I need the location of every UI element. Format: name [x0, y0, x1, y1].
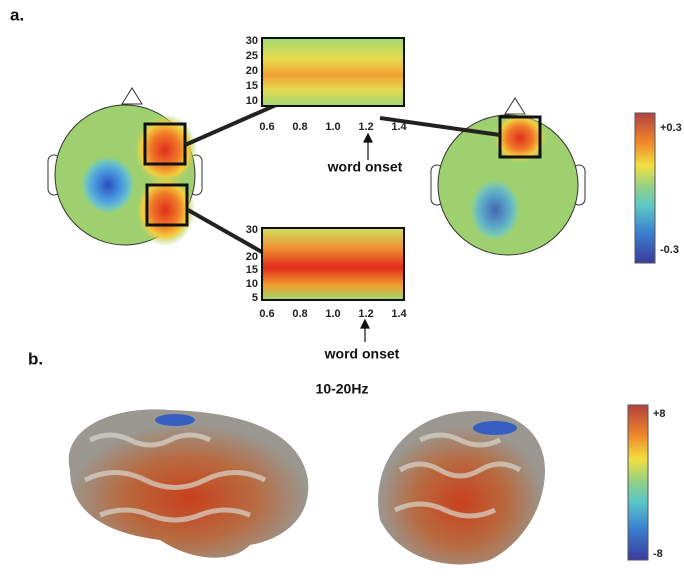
x-tick-label: 1.4	[391, 121, 407, 133]
tf-plot-bottom	[261, 227, 405, 301]
annotation: word onset	[324, 346, 400, 362]
panel-title: 10-20Hz	[316, 381, 369, 397]
x-tick-label: 0.6	[259, 308, 274, 320]
y-tick-label: 10	[246, 278, 258, 290]
panel-label: b.	[28, 349, 43, 368]
y-tick-label: 20	[246, 251, 258, 263]
annotation: word onset	[327, 159, 403, 175]
tf-plot-top	[261, 37, 405, 107]
colorbar-max: +8	[653, 408, 666, 420]
colorbar	[627, 404, 649, 561]
y-tick-label: 30	[246, 35, 258, 47]
x-tick-label: 1.0	[325, 308, 340, 320]
x-tick-label: 0.8	[292, 121, 307, 133]
panel-label: a.	[10, 5, 24, 24]
colorbar-min: -0.3	[660, 244, 679, 256]
topomap-left	[47, 87, 203, 246]
y-tick-label: 15	[246, 264, 258, 276]
brain-right	[378, 410, 545, 565]
x-tick-label: 1.2	[358, 121, 373, 133]
x-tick-label: 1.2	[358, 308, 373, 320]
y-tick-label: 15	[246, 80, 258, 92]
y-tick-label: 20	[246, 65, 258, 77]
colorbar	[634, 112, 656, 264]
onset-arrows	[360, 132, 373, 342]
x-tick-label: 0.6	[259, 121, 274, 133]
y-tick-label: 30	[246, 224, 258, 236]
x-tick-label: 1.0	[325, 121, 340, 133]
y-tick-label: 5	[252, 292, 258, 304]
colorbar-min: -8	[653, 548, 663, 560]
y-tick-label: 25	[246, 50, 258, 62]
colorbar-max: +0.3	[660, 122, 682, 134]
topomap-right	[430, 97, 586, 256]
x-tick-label: 0.8	[292, 308, 307, 320]
y-tick-label: 10	[246, 95, 258, 107]
x-tick-label: 1.4	[391, 308, 407, 320]
brain-left	[68, 409, 309, 558]
